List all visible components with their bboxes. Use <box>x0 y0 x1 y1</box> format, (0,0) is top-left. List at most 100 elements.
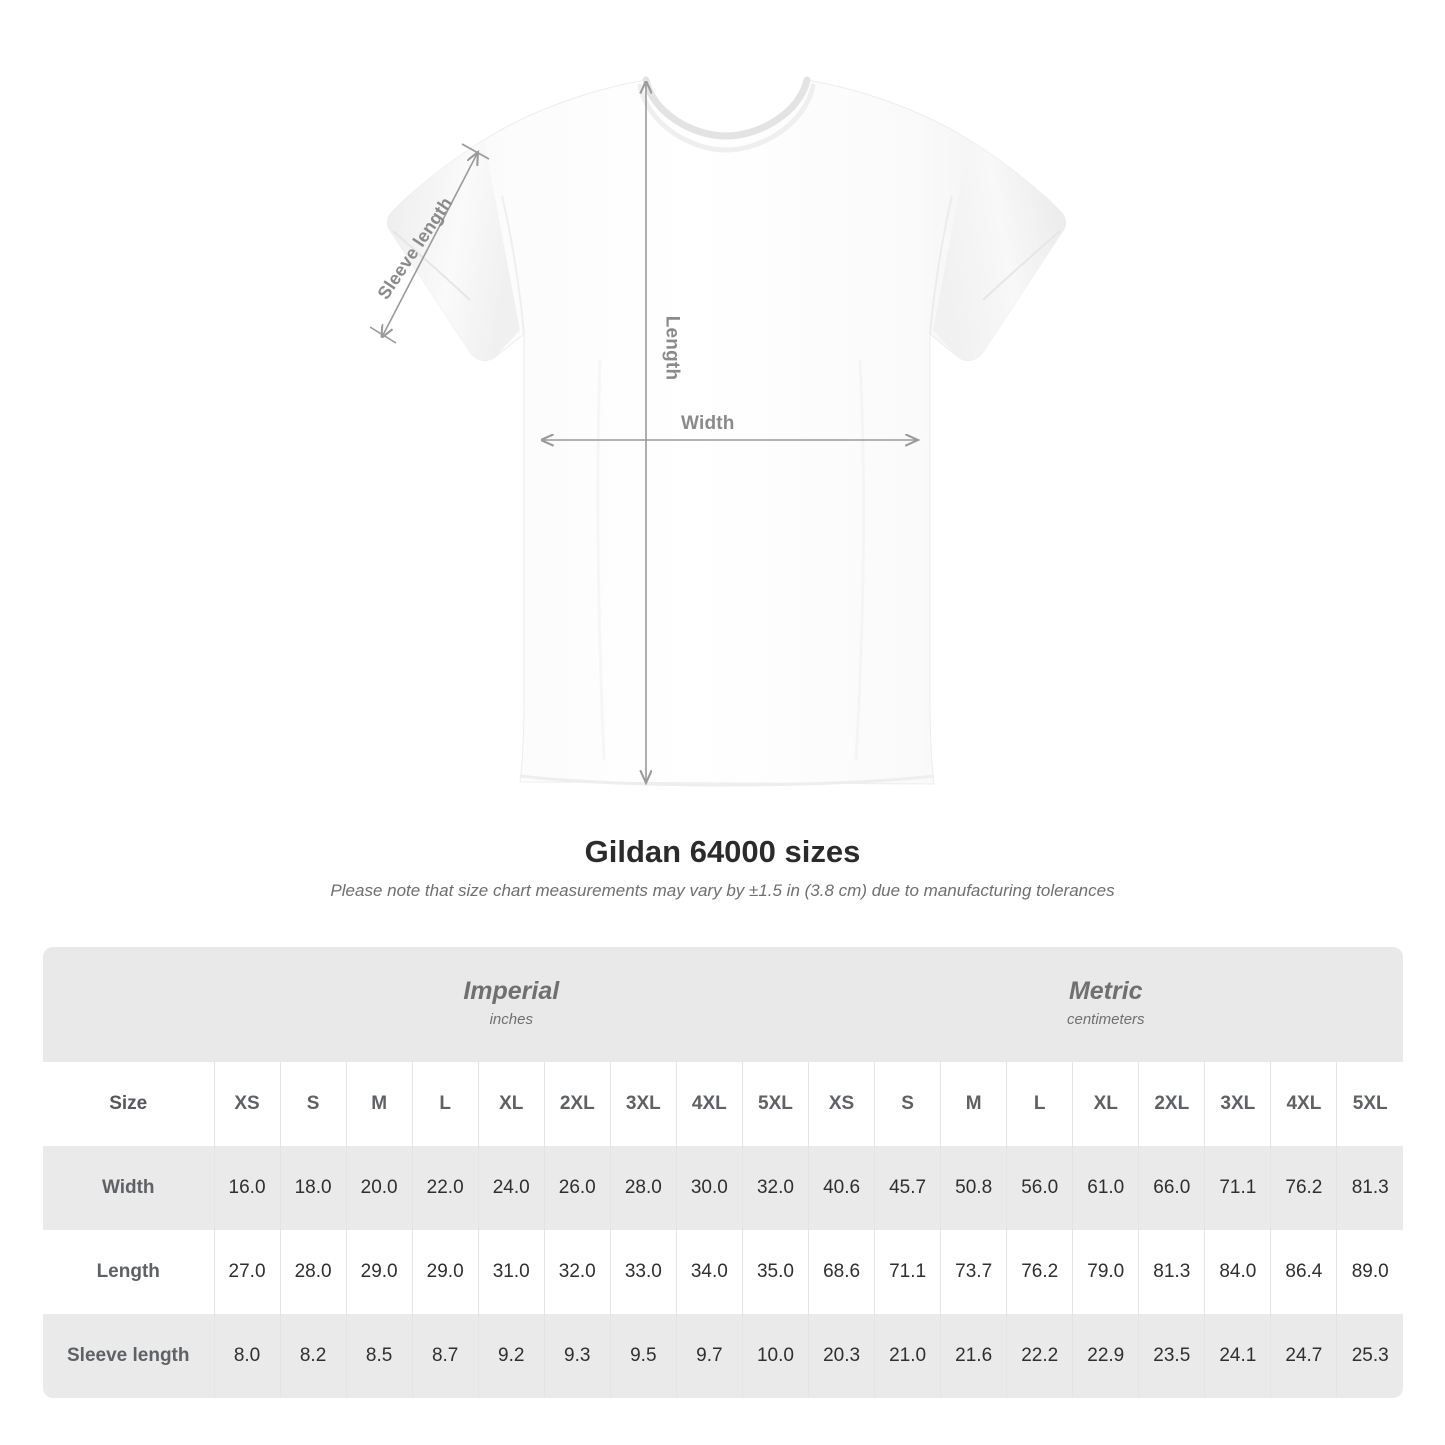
right-shoulder-seam <box>929 195 953 335</box>
metric-banner-sub: centimeters <box>1067 1010 1145 1028</box>
metric-banner: Metric centimeters <box>808 947 1403 1062</box>
size-header-cell: 2XL <box>1138 1062 1205 1146</box>
sleeve-length-dimension <box>369 143 490 344</box>
measurement-cell: 9.5 <box>609 1314 677 1398</box>
size-header-cell: S <box>874 1062 941 1146</box>
size-header-cell: M <box>940 1062 1007 1146</box>
measurement-cell: 24.1 <box>1204 1314 1271 1398</box>
tshirt-diagram: Sleeve length Length Width <box>369 76 1067 787</box>
measurement-cell: 32.0 <box>543 1230 611 1314</box>
measurement-cell: 8.0 <box>213 1314 281 1398</box>
measurement-cell: 22.9 <box>1072 1314 1139 1398</box>
measurement-cell: 71.1 <box>1204 1146 1271 1230</box>
table-row: Width 16.0 18.0 20.0 22.0 24.0 26.0 28.0 30.0 32.… <box>43 1146 1403 1230</box>
measurement-cell: 30.0 <box>675 1146 743 1230</box>
measurement-cell: 31.0 <box>477 1230 545 1314</box>
tolerance-note: Please note that size chart measurements… <box>330 881 1115 900</box>
measurement-cell: 61.0 <box>1072 1146 1139 1230</box>
size-header-cell: S <box>279 1062 347 1146</box>
imperial-banner-name: Imperial <box>463 976 560 1005</box>
unit-banner-row: Imperial inches Metric centimeters <box>43 947 1403 1062</box>
measurement-cell: 20.3 <box>808 1314 875 1398</box>
unit-banner-spacer <box>43 947 214 1062</box>
body-hem <box>519 774 935 787</box>
measurement-cell: 24.0 <box>477 1146 545 1230</box>
measurement-cell: 9.2 <box>477 1314 545 1398</box>
size-chart-table: Imperial inches Metric centimeters Size XS S M L… <box>43 947 1403 1398</box>
measurement-cell: 28.0 <box>609 1146 677 1230</box>
measurement-cell: 33.0 <box>609 1230 677 1314</box>
size-header-cell: 4XL <box>1270 1062 1337 1146</box>
measurement-cell: 76.2 <box>1006 1230 1073 1314</box>
imperial-banner: Imperial inches <box>214 947 809 1062</box>
table-row: Sleeve length 8.0 8.2 8.5 8.7 9.2 9.3 9.5 9.7 10.… <box>43 1314 1403 1398</box>
table-row: Length 27.0 28.0 29.0 29.0 31.0 32.0 33.0 34.0 35… <box>43 1230 1403 1314</box>
size-header-cell: 3XL <box>1204 1062 1271 1146</box>
size-header-cell: 4XL <box>675 1062 743 1146</box>
size-header-cell: XL <box>477 1062 545 1146</box>
measurement-cell: 34.0 <box>675 1230 743 1314</box>
row-label: Length <box>43 1230 214 1314</box>
measurement-cell: 76.2 <box>1270 1146 1337 1230</box>
size-header-cell: XS <box>808 1062 875 1146</box>
length-label: Length <box>661 315 683 381</box>
size-chart-table-wrapper: Imperial inches Metric centimeters Size XS S M L… <box>43 947 1403 1398</box>
measurement-cell: 27.0 <box>213 1230 281 1314</box>
measurement-cell: 8.2 <box>279 1314 347 1398</box>
size-header-cell: M <box>345 1062 413 1146</box>
row-label: Width <box>43 1146 214 1230</box>
measurement-cell: 18.0 <box>279 1146 347 1230</box>
size-header-cell: 5XL <box>1336 1062 1403 1146</box>
measurement-cell: 89.0 <box>1336 1230 1403 1314</box>
measurement-cell: 8.7 <box>411 1314 479 1398</box>
right-sleeve-hem <box>982 230 1061 301</box>
measurement-cell: 28.0 <box>279 1230 347 1314</box>
size-header-cell: XS <box>213 1062 281 1146</box>
measurement-cell: 86.4 <box>1270 1230 1337 1314</box>
size-header-cell: L <box>411 1062 479 1146</box>
measurement-cell: 40.6 <box>808 1146 875 1230</box>
size-header-cell: 3XL <box>609 1062 677 1146</box>
measurement-cell: 10.0 <box>741 1314 809 1398</box>
measurement-cell: 73.7 <box>940 1230 1007 1314</box>
size-header-cell: L <box>1006 1062 1073 1146</box>
measurement-cell: 16.0 <box>213 1146 281 1230</box>
size-header-label: Size <box>43 1062 214 1146</box>
size-header-cell: 5XL <box>741 1062 809 1146</box>
measurement-cell: 84.0 <box>1204 1230 1271 1314</box>
collar-outer <box>637 83 816 153</box>
measurement-cell: 29.0 <box>411 1230 479 1314</box>
measurement-cell: 35.0 <box>741 1230 809 1314</box>
width-label: Width <box>681 413 735 434</box>
measurement-cell: 56.0 <box>1006 1146 1073 1230</box>
measurement-cell: 32.0 <box>741 1146 809 1230</box>
size-header-cell: 2XL <box>543 1062 611 1146</box>
collar-ribbing <box>642 76 811 140</box>
imperial-banner-sub: inches <box>489 1010 533 1028</box>
measurement-cell: 45.7 <box>874 1146 941 1230</box>
measurement-cell: 29.0 <box>345 1230 413 1314</box>
measurement-cell: 9.7 <box>675 1314 743 1398</box>
measurement-cell: 24.7 <box>1270 1314 1337 1398</box>
right-sleeve <box>933 140 1066 361</box>
measurement-cell: 66.0 <box>1138 1146 1205 1230</box>
size-header-row: Size XS S M L XL 2XL 3XL 4XL 5XL XS S M L XL 2XL 3XL 4XL 5… <box>43 1062 1403 1146</box>
measurement-cell: 81.3 <box>1138 1230 1205 1314</box>
title-block: Gildan 64000 sizes Please note that size… <box>0 830 1445 908</box>
measurement-cell: 21.0 <box>874 1314 941 1398</box>
measurement-cell: 25.3 <box>1336 1314 1403 1398</box>
row-label: Sleeve length <box>43 1314 214 1398</box>
measurement-cell: 68.6 <box>808 1230 875 1314</box>
measurement-cell: 81.3 <box>1336 1146 1403 1230</box>
measurement-cell: 9.3 <box>543 1314 611 1398</box>
measurement-cell: 22.2 <box>1006 1314 1073 1398</box>
measurement-cell: 50.8 <box>940 1146 1007 1230</box>
measurement-cell: 21.6 <box>940 1314 1007 1398</box>
page-title: Gildan 64000 sizes <box>584 834 861 869</box>
left-shoulder-seam <box>501 195 525 335</box>
measurement-cell: 8.5 <box>345 1314 413 1398</box>
measurement-cell: 22.0 <box>411 1146 479 1230</box>
size-header-cell: XL <box>1072 1062 1139 1146</box>
fabric-fold <box>596 359 606 761</box>
metric-banner-name: Metric <box>1068 976 1143 1005</box>
